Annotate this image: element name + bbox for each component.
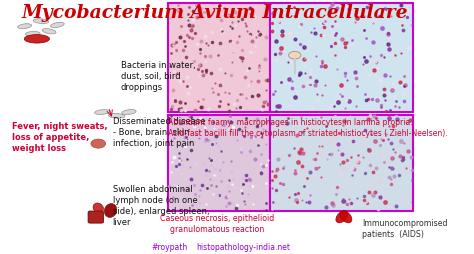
Ellipse shape: [336, 211, 348, 223]
Text: Swollen abdominal
lymph node (on one
side), enlarged spleen,
liver: Swollen abdominal lymph node (on one sid…: [113, 184, 209, 226]
Ellipse shape: [340, 211, 352, 223]
Ellipse shape: [95, 110, 110, 115]
Text: Fever, night sweats,
loss of appetite,
weight loss: Fever, night sweats, loss of appetite, w…: [12, 121, 108, 152]
Text: histopathology-india.net: histopathology-india.net: [197, 242, 291, 251]
Ellipse shape: [18, 25, 32, 29]
Ellipse shape: [51, 23, 64, 28]
Ellipse shape: [26, 32, 40, 37]
FancyBboxPatch shape: [168, 115, 270, 211]
Text: Bacteria in water,
dust, soil, bird
droppings: Bacteria in water, dust, soil, bird drop…: [121, 61, 196, 92]
Text: #roypath: #roypath: [152, 242, 188, 251]
Text: Caseous necrosis, epithelioid
granulomatous reaction: Caseous necrosis, epithelioid granulomat…: [160, 213, 274, 233]
Circle shape: [91, 139, 106, 149]
Ellipse shape: [122, 110, 136, 115]
FancyBboxPatch shape: [270, 115, 413, 211]
Circle shape: [289, 52, 301, 60]
Ellipse shape: [104, 204, 117, 218]
FancyBboxPatch shape: [88, 211, 104, 223]
Ellipse shape: [109, 114, 125, 119]
Ellipse shape: [24, 36, 49, 44]
Text: Mycobacterium Avium Intracellulare: Mycobacterium Avium Intracellulare: [22, 5, 408, 22]
Text: Disseminated disease
- Bone, brain, skin
infection, joint pain: Disseminated disease - Bone, brain, skin…: [113, 116, 205, 148]
Ellipse shape: [33, 20, 49, 24]
Ellipse shape: [42, 29, 56, 35]
Text: Immunocompromised
patients  (AIDS): Immunocompromised patients (AIDS): [362, 218, 448, 238]
Text: Abundant foamy  macrophages in histiocytes in lamina propria.
Acid-fast bacilli : Abundant foamy macrophages in histiocyte…: [168, 118, 447, 138]
FancyBboxPatch shape: [168, 5, 270, 113]
Ellipse shape: [93, 203, 103, 213]
FancyBboxPatch shape: [270, 5, 413, 113]
